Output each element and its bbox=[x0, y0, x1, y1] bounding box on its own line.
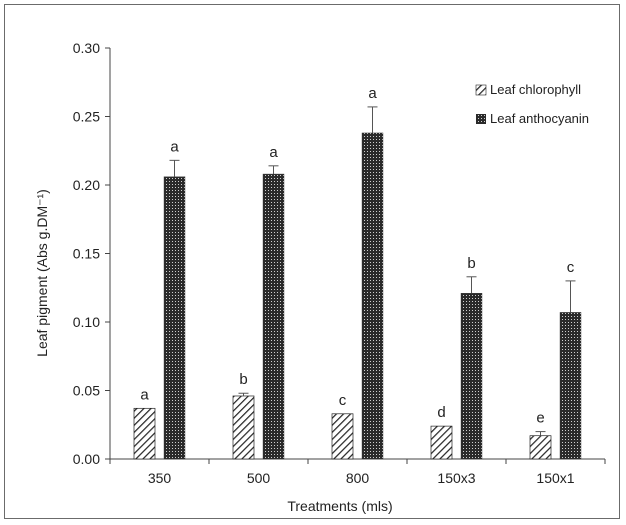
bar-chlorophyll bbox=[331, 413, 354, 460]
x-tick-label: 800 bbox=[346, 470, 370, 486]
legend-swatch-chlorophyll bbox=[475, 84, 487, 96]
bar-anthocyanin bbox=[361, 132, 384, 460]
y-tick-label: 0.10 bbox=[73, 314, 100, 330]
y-tick-label: 0.15 bbox=[73, 246, 100, 262]
chart-frame bbox=[4, 4, 620, 519]
y-tick-label: 0.05 bbox=[73, 383, 100, 399]
bar-chlorophyll bbox=[232, 395, 255, 460]
significance-letter: e bbox=[536, 410, 544, 427]
significance-letter: c bbox=[339, 392, 347, 409]
y-axis-title: Leaf pigment (Abs g.DM⁻¹) bbox=[34, 189, 50, 357]
legend-label-anthocyanin: Leaf anthocyanin bbox=[490, 111, 589, 126]
significance-letter: d bbox=[437, 404, 445, 421]
x-tick-label: 150x3 bbox=[437, 470, 475, 486]
x-axis-title: Treatments (mls) bbox=[287, 498, 392, 514]
bar-anthocyanin bbox=[559, 312, 582, 460]
bar-chlorophyll bbox=[133, 407, 156, 460]
bar-anthocyanin bbox=[163, 176, 186, 460]
significance-letter: a bbox=[170, 138, 179, 155]
significance-letter: b bbox=[467, 255, 475, 272]
legend-label-chlorophyll: Leaf chlorophyll bbox=[490, 82, 581, 97]
legend: Leaf chlorophyll Leaf anthocyanin bbox=[475, 82, 589, 126]
y-tick-label: 0.20 bbox=[73, 177, 100, 193]
significance-letter: c bbox=[567, 259, 575, 276]
bar-chlorophyll bbox=[430, 425, 453, 460]
x-tick-label: 500 bbox=[247, 470, 271, 486]
significance-letter: a bbox=[368, 85, 377, 102]
significance-letter: a bbox=[269, 144, 278, 161]
plot-area: 0.00 0.05 0.10 0.15 0.20 0.25 0.30 350 500 800 150… bbox=[73, 40, 606, 486]
significance-letter: a bbox=[140, 386, 149, 403]
y-tick-label: 0.30 bbox=[73, 40, 100, 56]
y-tick-label: 0.00 bbox=[73, 451, 100, 467]
bar-anthocyanin bbox=[262, 173, 285, 460]
significance-letter: b bbox=[239, 371, 247, 388]
legend-swatch-anthocyanin bbox=[476, 114, 486, 124]
x-tick-label: 350 bbox=[148, 470, 172, 486]
bar-chlorophyll bbox=[529, 435, 552, 460]
x-tick-label: 150x1 bbox=[536, 470, 574, 486]
bar-anthocyanin bbox=[460, 293, 483, 460]
y-tick-label: 0.25 bbox=[73, 109, 100, 125]
